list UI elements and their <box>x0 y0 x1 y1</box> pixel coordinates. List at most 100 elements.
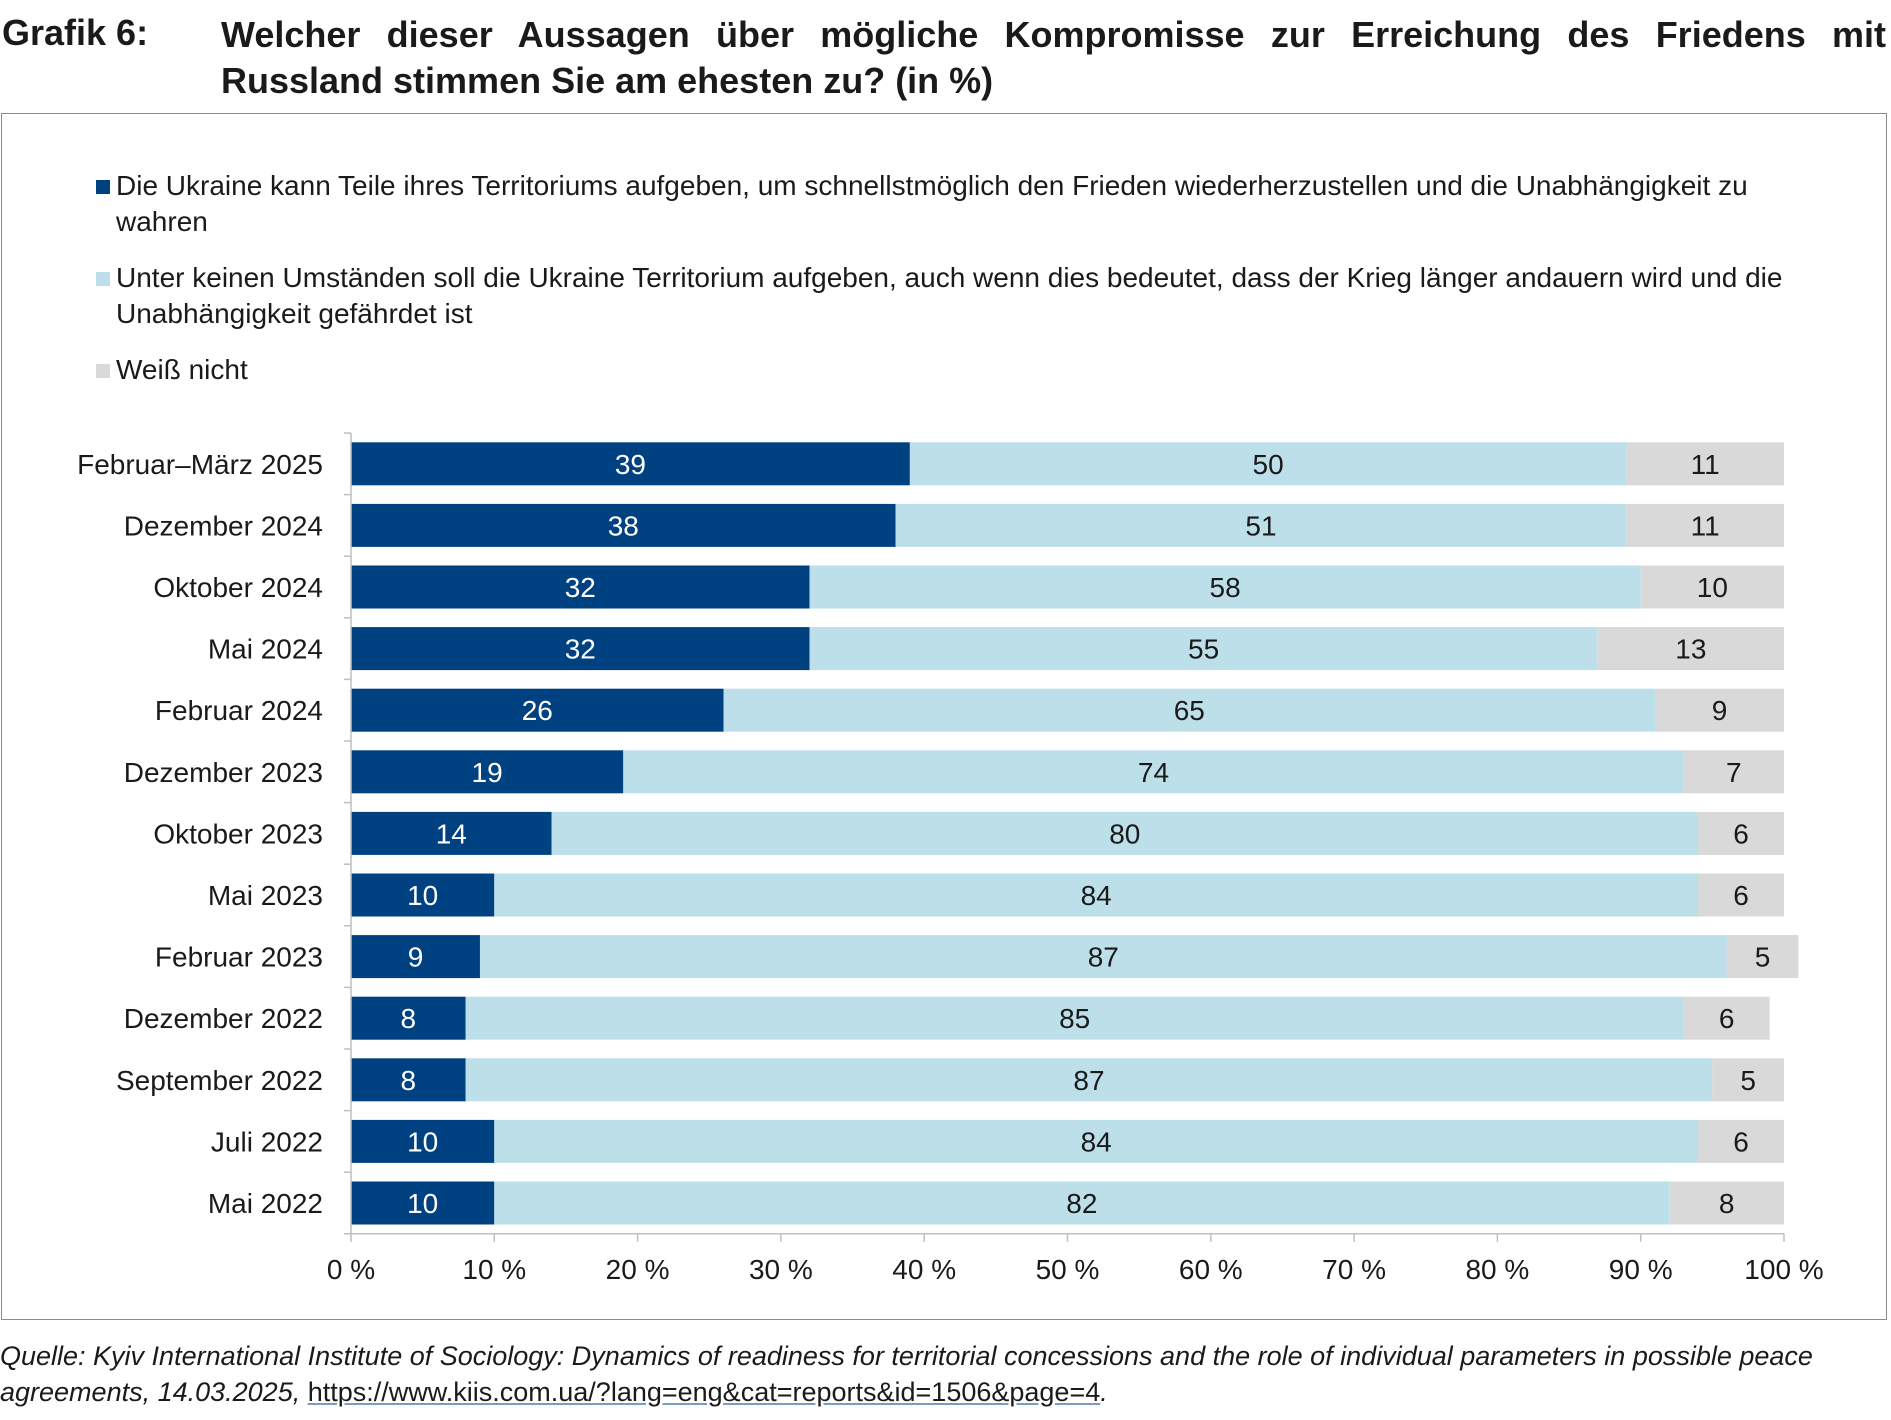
data-label: 11 <box>1691 449 1720 480</box>
bar-segment <box>1698 811 1784 855</box>
bar-segment <box>1626 503 1784 547</box>
bar-segment <box>623 750 1684 794</box>
bar-segment <box>351 1058 466 1102</box>
source-end: . <box>1100 1377 1108 1407</box>
legend-label-no-concession: Unter keinen Umständen soll die Ukraine … <box>116 262 1783 329</box>
bar-segment <box>494 873 1699 917</box>
category-label: Dezember 2023 <box>124 757 323 788</box>
category-label: Oktober 2024 <box>153 572 323 603</box>
legend-swatch-no-concession <box>96 272 110 286</box>
data-label: 7 <box>1726 757 1742 788</box>
category-label: Dezember 2022 <box>124 1003 323 1034</box>
category-label: September 2022 <box>116 1065 323 1096</box>
bar-segment <box>1698 873 1784 917</box>
x-tick-label: 50 % <box>1036 1254 1100 1285</box>
legend-swatch-concede <box>96 180 110 194</box>
data-label: 58 <box>1210 572 1241 603</box>
bar-segment <box>551 811 1699 855</box>
legend-item-concede: Die Ukraine kann Teile ihres Territorium… <box>96 168 1816 240</box>
bar-segment <box>1597 627 1784 671</box>
bar-segment <box>351 811 552 855</box>
bar-segment <box>1626 442 1784 486</box>
bar-segment <box>1640 565 1784 609</box>
legend-item-dont-know: Weiß nicht <box>96 352 1816 388</box>
bar-segment <box>494 1181 1670 1225</box>
data-label: 6 <box>1733 818 1749 849</box>
bar-segment <box>909 442 1627 486</box>
x-tick-label: 20 % <box>606 1254 670 1285</box>
data-label: 6 <box>1733 880 1749 911</box>
data-label: 50 <box>1253 449 1284 480</box>
bar-segment <box>494 1119 1699 1163</box>
category-label: Dezember 2024 <box>124 510 323 541</box>
bar-segment <box>465 996 1684 1040</box>
data-label: 10 <box>407 1126 438 1157</box>
data-label: 74 <box>1138 757 1169 788</box>
data-label: 10 <box>407 1188 438 1219</box>
data-label: 8 <box>1719 1188 1735 1219</box>
bar-segment <box>351 627 810 671</box>
data-label: 6 <box>1719 1003 1735 1034</box>
data-label: 85 <box>1059 1003 1090 1034</box>
bar-segment <box>351 688 724 732</box>
bar-segment <box>479 935 1727 979</box>
category-label: Mai 2024 <box>208 634 323 665</box>
data-label: 8 <box>401 1003 417 1034</box>
data-label: 10 <box>1697 572 1728 603</box>
bar-segment <box>351 935 480 979</box>
bar-segment <box>465 1058 1713 1102</box>
category-label: Februar 2023 <box>155 942 323 973</box>
data-label: 6 <box>1733 1126 1749 1157</box>
bar-segment <box>351 442 910 486</box>
data-label: 13 <box>1675 634 1706 665</box>
bar-segment <box>351 750 624 794</box>
source-note: Quelle: Kyiv International Institute of … <box>0 1338 1891 1410</box>
bar-segment <box>1683 750 1784 794</box>
x-tick-label: 90 % <box>1609 1254 1673 1285</box>
data-label: 84 <box>1081 1126 1112 1157</box>
bar-segment <box>1655 688 1784 732</box>
bar-segment <box>895 503 1627 547</box>
category-label: Februar–März 2025 <box>77 449 323 480</box>
data-label: 9 <box>408 942 424 973</box>
data-label: 32 <box>565 634 596 665</box>
bar-segment <box>351 1181 495 1225</box>
source-link[interactable]: https://www.kiis.com.ua/?lang=eng&cat=re… <box>307 1377 1101 1407</box>
x-tick-label: 70 % <box>1322 1254 1386 1285</box>
legend-item-no-concession: Unter keinen Umständen soll die Ukraine … <box>96 260 1816 332</box>
x-tick-label: 60 % <box>1179 1254 1243 1285</box>
bar-segment <box>1698 1119 1784 1163</box>
data-label: 26 <box>522 695 553 726</box>
category-label: Mai 2022 <box>208 1188 323 1219</box>
data-label: 51 <box>1245 510 1276 541</box>
bar-segment <box>351 1119 495 1163</box>
x-tick-label: 40 % <box>892 1254 956 1285</box>
data-label: 55 <box>1188 634 1219 665</box>
x-tick-label: 30 % <box>749 1254 813 1285</box>
bar-segment <box>723 688 1656 732</box>
chart-frame <box>1 113 1887 1320</box>
legend-swatch-dont-know <box>96 364 110 378</box>
legend-label-dont-know: Weiß nicht <box>116 354 248 385</box>
data-label: 39 <box>615 449 646 480</box>
category-label: Mai 2023 <box>208 880 323 911</box>
chart-title: Welcher dieser Aussagen über mögliche Ko… <box>221 14 1886 101</box>
category-label: Oktober 2023 <box>153 818 323 849</box>
data-label: 84 <box>1081 880 1112 911</box>
data-label: 65 <box>1174 695 1205 726</box>
data-label: 38 <box>608 510 639 541</box>
data-label: 11 <box>1691 510 1720 541</box>
x-tick-label: 0 % <box>327 1254 375 1285</box>
x-tick-label: 10 % <box>462 1254 526 1285</box>
bar-segment <box>351 873 495 917</box>
bar-segment <box>351 996 466 1040</box>
data-label: 5 <box>1740 1065 1756 1096</box>
bar-segment <box>1669 1181 1784 1225</box>
data-label: 32 <box>565 572 596 603</box>
bar-segment <box>809 627 1598 671</box>
x-tick-label: 80 % <box>1465 1254 1529 1285</box>
category-label: Juli 2022 <box>211 1126 323 1157</box>
data-label: 10 <box>407 880 438 911</box>
bar-segment <box>809 565 1641 609</box>
